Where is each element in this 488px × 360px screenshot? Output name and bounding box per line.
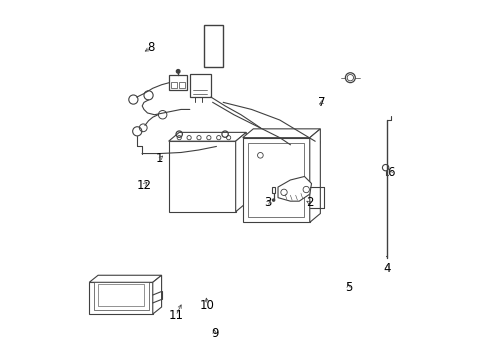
Bar (169, 75, 186, 90)
Text: 1: 1 (156, 152, 163, 165)
Polygon shape (278, 176, 311, 201)
Bar (98, 284, 144, 306)
Text: 11: 11 (168, 309, 183, 322)
Polygon shape (168, 141, 235, 212)
Text: 8: 8 (147, 41, 154, 54)
Circle shape (272, 199, 274, 201)
Text: 6: 6 (386, 166, 394, 179)
Polygon shape (242, 129, 320, 138)
Polygon shape (235, 132, 246, 212)
Polygon shape (89, 282, 152, 314)
Polygon shape (242, 138, 309, 222)
Polygon shape (152, 275, 161, 314)
Bar (247, 143, 304, 217)
Polygon shape (168, 132, 246, 141)
Circle shape (176, 69, 180, 73)
Text: 3: 3 (263, 197, 270, 210)
Text: 12: 12 (136, 179, 151, 192)
Text: 5: 5 (344, 281, 351, 294)
Bar (93, 282, 148, 310)
Text: 2: 2 (305, 197, 313, 210)
Bar (271, 187, 275, 193)
Text: 10: 10 (200, 299, 214, 312)
Bar (171, 82, 177, 88)
Text: 9: 9 (210, 327, 218, 340)
Polygon shape (309, 129, 320, 222)
Bar (179, 82, 185, 88)
Bar (203, 25, 223, 67)
Bar (189, 74, 210, 97)
Text: 4: 4 (383, 262, 390, 275)
Polygon shape (89, 275, 161, 282)
Text: 7: 7 (318, 96, 325, 109)
